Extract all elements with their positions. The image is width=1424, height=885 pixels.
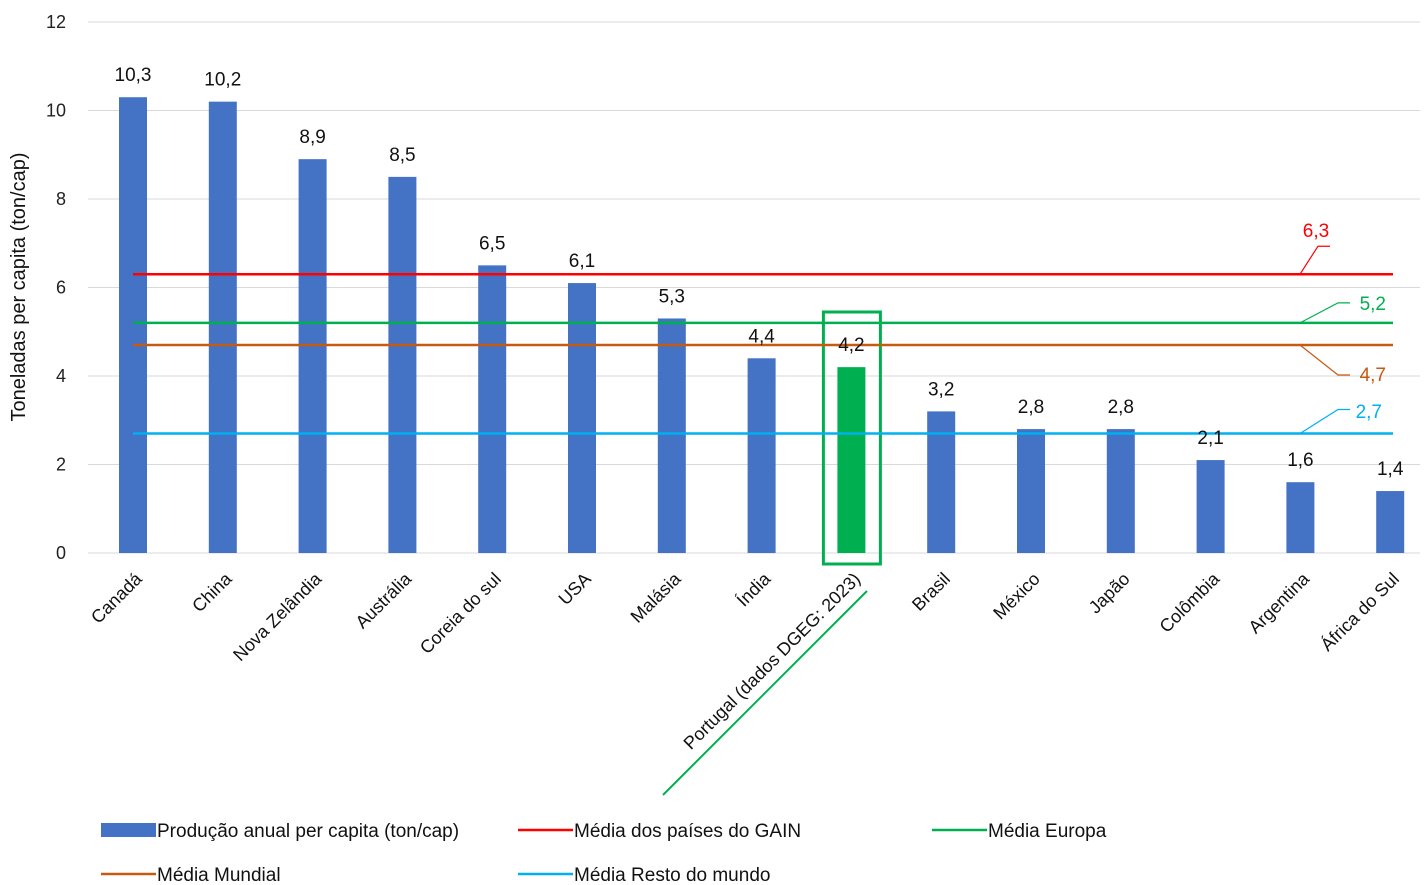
category-label: Canadá xyxy=(87,568,146,627)
bar xyxy=(208,101,237,554)
legend-label: Média Europa xyxy=(988,821,1107,842)
bar xyxy=(747,358,776,553)
category-label: Austrália xyxy=(352,568,416,632)
bar-value-label: 1,6 xyxy=(1287,450,1313,471)
category-label: Brasil xyxy=(908,569,954,615)
reference-leader xyxy=(1299,344,1350,376)
y-tick-label: 2 xyxy=(56,455,66,475)
bar xyxy=(478,265,507,553)
legend: Produção anual per capita (ton/cap) Média… xyxy=(101,821,1107,885)
bar xyxy=(568,283,596,553)
reference-leader xyxy=(1299,245,1330,275)
bar-value-label: 5,3 xyxy=(659,286,685,307)
bar xyxy=(1106,429,1135,553)
y-tick-label: 4 xyxy=(56,366,66,386)
category-highlight-underline xyxy=(662,590,868,796)
legend-label: Produção anual per capita (ton/cap) xyxy=(157,821,459,842)
y-tick-label: 10 xyxy=(46,101,66,121)
bar-value-label: 2,1 xyxy=(1197,428,1223,449)
legend-label: Média dos países do GAIN xyxy=(574,821,801,842)
y-axis-title: Toneladas per capita (ton/cap) xyxy=(8,152,30,421)
data-labels: 10,3 10,2 8,9 8,5 6,5 6,1 5,3 4,4 4,2 3,2 2,8 2,8 2,… xyxy=(115,65,1404,480)
highlight-box xyxy=(821,310,882,566)
legend-label: Média Mundial xyxy=(157,865,281,885)
bar xyxy=(837,367,866,553)
bar xyxy=(657,318,686,553)
category-label: China xyxy=(188,568,236,616)
bar xyxy=(1376,491,1405,553)
category-label: Colômbia xyxy=(1156,568,1225,637)
y-tick-label: 8 xyxy=(56,189,66,209)
y-axis-ticks: 0 2 4 6 8 10 12 xyxy=(46,12,66,563)
bars xyxy=(119,97,1405,566)
reference-lines: 6,3 5,2 4,7 2,7 xyxy=(133,221,1393,435)
bar-value-label: 3,2 xyxy=(928,379,954,400)
bar xyxy=(119,97,147,553)
bar-value-label: 10,2 xyxy=(204,70,241,91)
category-label: Coreia do sul xyxy=(416,569,505,658)
reference-leader xyxy=(1299,302,1350,324)
bar-value-label: 4,2 xyxy=(838,335,864,356)
reference-leader xyxy=(1299,408,1350,435)
y-tick-label: 0 xyxy=(56,543,66,563)
category-label: Índia xyxy=(733,568,775,610)
bar-value-label: 8,9 xyxy=(299,127,325,148)
bar-value-label: 6,1 xyxy=(569,251,595,272)
reference-value-label: 2,7 xyxy=(1356,402,1382,423)
bar xyxy=(1286,482,1315,553)
legend-label: Média Resto do mundo xyxy=(574,865,770,885)
y-tick-label: 12 xyxy=(46,12,66,32)
reference-value-label: 4,7 xyxy=(1360,365,1386,386)
category-label: Malásia xyxy=(627,568,686,627)
bar-value-label: 2,8 xyxy=(1108,397,1134,418)
category-label: Nova Zelândia xyxy=(229,568,326,665)
bar-value-label: 4,4 xyxy=(748,326,775,347)
bar xyxy=(298,159,327,554)
reference-value-label: 6,3 xyxy=(1303,221,1329,242)
bar-value-label: 2,8 xyxy=(1018,397,1044,418)
bar-value-label: 10,3 xyxy=(115,65,152,86)
bar-value-label: 8,5 xyxy=(389,145,415,166)
reference-value-label: 5,2 xyxy=(1360,294,1386,315)
category-label: África do Sul xyxy=(1317,569,1403,655)
category-label: México xyxy=(989,569,1043,623)
y-tick-label: 6 xyxy=(56,278,66,298)
bar xyxy=(1196,460,1225,553)
category-label: USA xyxy=(555,569,595,609)
bar xyxy=(1017,429,1045,553)
category-label: Argentina xyxy=(1245,568,1314,637)
bar xyxy=(927,411,956,553)
bar xyxy=(388,176,417,553)
legend-swatch xyxy=(101,823,156,837)
category-label: Portugal (dados DGEG: 2023) xyxy=(680,569,865,754)
bar-value-label: 6,5 xyxy=(479,233,505,254)
category-label: Japão xyxy=(1085,569,1134,618)
bar-value-label: 1,4 xyxy=(1377,459,1404,480)
